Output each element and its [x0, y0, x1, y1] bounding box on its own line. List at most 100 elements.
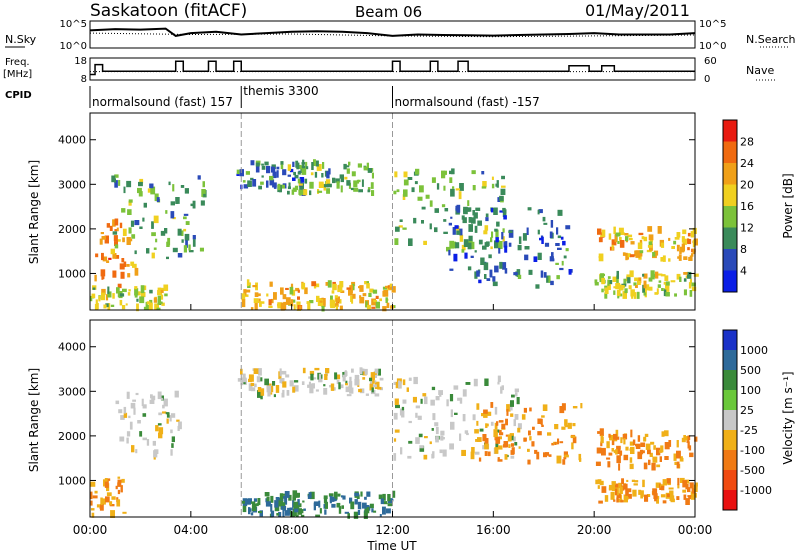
heatmap-cell	[164, 293, 168, 297]
heatmap-cell	[528, 430, 531, 436]
heatmap-cell	[359, 388, 365, 394]
heatmap-cell	[104, 478, 108, 482]
heatmap-cell	[501, 185, 506, 188]
heatmap-cell	[329, 496, 335, 502]
heatmap-cell	[203, 193, 206, 197]
heatmap-cell	[114, 218, 119, 226]
heatmap-cell	[349, 376, 352, 383]
heatmap-cell	[642, 284, 645, 293]
heatmap-cell	[620, 500, 624, 503]
heatmap-cell	[634, 250, 639, 257]
heatmap-cell	[443, 219, 447, 222]
heatmap-cell	[561, 260, 564, 266]
heatmap-cell	[271, 164, 276, 169]
heatmap-cell	[146, 248, 150, 254]
heatmap-cell	[504, 268, 508, 274]
heatmap-cell	[166, 412, 170, 418]
heatmap-cell	[391, 286, 396, 293]
heatmap-cell	[279, 493, 284, 500]
velocity-cbar-label: Velocity [m s⁻¹]	[781, 371, 795, 464]
heatmap-cell	[657, 226, 662, 234]
heatmap-cell	[638, 232, 644, 236]
heatmap-cell	[118, 180, 121, 186]
heatmap-cell	[366, 491, 371, 497]
heatmap-cell	[689, 482, 694, 489]
heatmap-cell	[170, 413, 176, 418]
heatmap-cell	[338, 299, 342, 304]
heatmap-cell	[316, 295, 320, 302]
heatmap-cell	[100, 232, 104, 235]
heatmap-cell	[657, 273, 663, 276]
heatmap-cell	[654, 271, 659, 279]
heatmap-cell	[494, 240, 499, 249]
heatmap-cell	[371, 387, 374, 393]
heatmap-cell	[655, 482, 661, 488]
heatmap-cell	[318, 373, 322, 381]
heatmap-cell	[540, 270, 544, 278]
heatmap-cell	[358, 179, 361, 183]
heatmap-cell	[248, 383, 253, 391]
heatmap-cell	[160, 289, 164, 294]
heatmap-cell	[484, 451, 488, 456]
heatmap-cell	[484, 274, 487, 279]
heatmap-cell	[177, 228, 182, 236]
heatmap-cell	[534, 449, 538, 454]
heatmap-cell	[607, 280, 613, 285]
heatmap-cell	[157, 391, 162, 400]
heatmap-cell	[599, 274, 603, 283]
noise-right-label: N.Search	[746, 33, 796, 46]
freq-frame	[89, 57, 696, 81]
colorbar-frame	[722, 329, 738, 511]
heatmap-cell	[633, 292, 637, 299]
heatmap-cell	[250, 382, 255, 387]
heatmap-cell	[185, 240, 188, 248]
heatmap-cell	[479, 428, 484, 432]
heatmap-cell	[134, 288, 139, 296]
heatmap-cell	[365, 301, 368, 308]
heatmap-cell	[304, 287, 308, 295]
heatmap-cell	[532, 426, 535, 430]
heatmap-cell	[470, 451, 475, 460]
heatmap-cell	[522, 233, 527, 241]
heatmap-cell	[250, 177, 254, 180]
colorbar-tick-label: 8	[740, 243, 747, 256]
heatmap-cell	[325, 179, 331, 186]
heatmap-cell	[149, 289, 153, 294]
heatmap-cell	[258, 298, 261, 304]
heatmap-cell	[656, 498, 659, 504]
heatmap-cell	[402, 399, 407, 404]
heatmap-cell	[106, 478, 111, 481]
heatmap-cell	[349, 387, 354, 394]
heatmap-cell	[543, 272, 547, 278]
heatmap-cell	[154, 303, 159, 310]
heatmap-cell	[629, 270, 634, 278]
heatmap-cell	[298, 183, 303, 186]
heatmap-cell	[467, 200, 470, 206]
heatmap-cell	[524, 246, 530, 250]
heatmap-cell	[630, 429, 633, 438]
heatmap-cell	[398, 380, 401, 388]
heatmap-cell	[292, 490, 298, 498]
heatmap-cell	[295, 287, 300, 292]
x-tick-label: 20:00	[577, 523, 612, 537]
heatmap-cell	[627, 493, 632, 499]
heatmap-cell	[382, 286, 387, 290]
heatmap-cell	[631, 479, 635, 482]
y-tick-label: 3000	[58, 178, 86, 191]
heatmap-cell	[633, 282, 637, 286]
heatmap-cell	[557, 235, 562, 239]
heatmap-cell	[382, 290, 385, 297]
heatmap-cell	[668, 487, 674, 490]
heatmap-cell	[440, 430, 445, 436]
heatmap-cell	[274, 500, 279, 508]
heatmap-cell	[379, 298, 382, 302]
heatmap-cell	[674, 293, 677, 297]
heatmap-cell	[483, 413, 488, 418]
heatmap-cell	[277, 302, 282, 309]
heatmap-cell	[510, 435, 514, 441]
heatmap-cell	[110, 304, 115, 307]
heatmap-cell	[691, 282, 696, 287]
heatmap-cell	[163, 398, 168, 407]
heatmap-cell	[92, 287, 96, 290]
heatmap-cell	[345, 165, 350, 168]
